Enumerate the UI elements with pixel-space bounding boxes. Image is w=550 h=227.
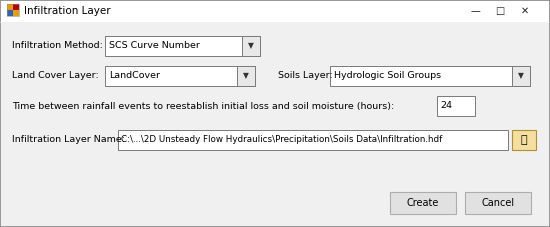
- Text: 24: 24: [440, 101, 452, 111]
- Text: ✕: ✕: [521, 6, 529, 16]
- Bar: [7, 10, 13, 16]
- Text: SCS Curve Number: SCS Curve Number: [109, 42, 200, 50]
- Bar: [105, 66, 255, 86]
- Text: Cancel: Cancel: [481, 198, 515, 208]
- Bar: [105, 36, 260, 56]
- Bar: [465, 192, 531, 214]
- Text: ▼: ▼: [248, 42, 254, 50]
- Bar: [437, 96, 475, 116]
- Bar: [330, 66, 530, 86]
- Bar: [13, 4, 19, 10]
- Text: Hydrologic Soil Groups: Hydrologic Soil Groups: [334, 72, 441, 81]
- Text: Infiltration Layer Name:: Infiltration Layer Name:: [12, 136, 125, 145]
- Bar: [512, 130, 536, 150]
- Text: Time between rainfall events to reestablish initial loss and soil moisture (hour: Time between rainfall events to reestabl…: [12, 101, 394, 111]
- Bar: [242, 36, 260, 56]
- Text: Soils Layer:: Soils Layer:: [278, 72, 333, 81]
- Text: C:\...\2D Unsteady Flow Hydraulics\Precipitation\Soils Data\Infiltration.hdf: C:\...\2D Unsteady Flow Hydraulics\Preci…: [121, 136, 442, 145]
- Text: ▼: ▼: [243, 72, 249, 81]
- Text: LandCover: LandCover: [109, 72, 160, 81]
- Bar: [1, 22, 549, 226]
- Bar: [1, 1, 549, 22]
- Bar: [118, 130, 508, 150]
- Text: Land Cover Layer:: Land Cover Layer:: [12, 72, 99, 81]
- Text: —: —: [470, 6, 480, 16]
- Text: 🗁: 🗁: [521, 135, 527, 145]
- Text: Infiltration Layer: Infiltration Layer: [24, 6, 111, 16]
- Bar: [7, 4, 19, 16]
- Bar: [512, 66, 530, 86]
- Bar: [7, 4, 13, 10]
- Bar: [390, 192, 456, 214]
- Text: Infiltration Method:: Infiltration Method:: [12, 42, 103, 50]
- Text: ▼: ▼: [518, 72, 524, 81]
- Bar: [13, 10, 19, 16]
- Text: □: □: [496, 6, 505, 16]
- Bar: [237, 66, 255, 86]
- Text: Create: Create: [407, 198, 439, 208]
